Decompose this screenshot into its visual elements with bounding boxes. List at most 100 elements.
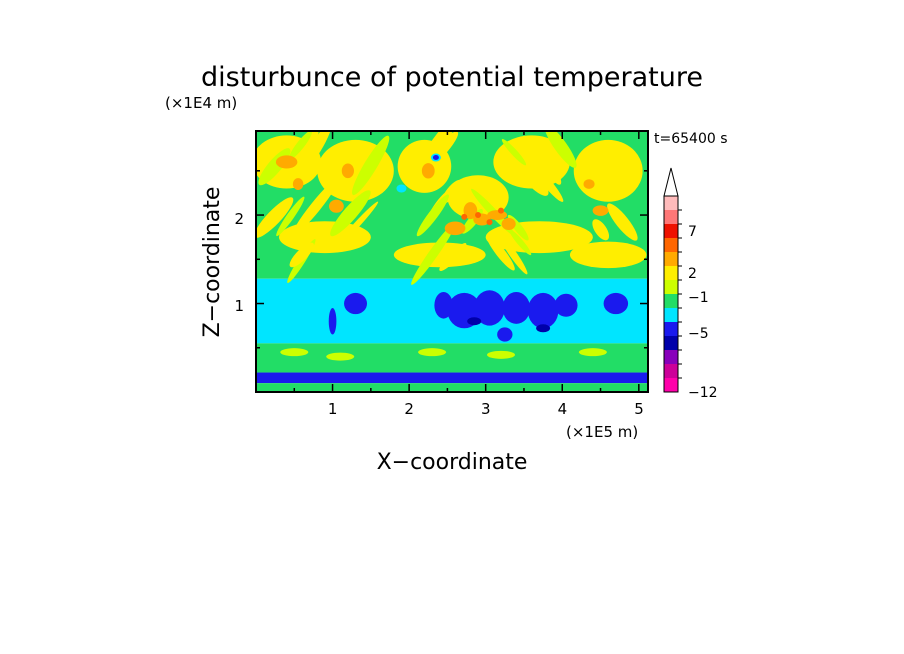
colorbar-bin [664, 322, 678, 336]
cool-spot [432, 155, 439, 161]
colorbar [663, 167, 682, 393]
colorbar-bin [664, 364, 678, 378]
cool-core [467, 317, 482, 326]
colorbar-extend-arrow [663, 167, 679, 197]
wave-streak [419, 131, 459, 173]
warm-blob [341, 163, 354, 179]
cool-patch [603, 292, 629, 315]
colorbar-bin [664, 378, 678, 392]
axis-ticks [256, 131, 648, 392]
colorbar-label-7: 7 [688, 224, 697, 240]
cool-core [536, 324, 551, 333]
y-tick-label-1: 1 [234, 297, 244, 315]
contour-field [256, 131, 648, 392]
colorbar-bin [664, 252, 678, 266]
x-axis-unit: (×1E5 m) [566, 423, 638, 441]
warm-region [569, 241, 647, 269]
plot-frame [255, 130, 649, 393]
cool-patch [344, 292, 368, 315]
colorbar-bin [664, 224, 678, 238]
warm-spot [578, 348, 607, 357]
x-tick-label-5: 5 [634, 400, 644, 418]
colorbar-bin [664, 238, 678, 252]
warm-blob [463, 202, 478, 220]
chart-title: disturbunce of potential temperature [201, 62, 703, 93]
warm-core [486, 219, 493, 226]
wave-streak [498, 233, 528, 275]
warm-blob [275, 155, 298, 169]
wave-streak [501, 138, 527, 166]
warm-blob [583, 179, 595, 189]
wave-streak [607, 203, 638, 241]
contour-layer [256, 372, 648, 384]
colorbar-label-neg5: −5 [688, 326, 709, 342]
warm-blob [292, 178, 304, 191]
warm-spot [280, 348, 309, 357]
colorbar-label-2: 2 [688, 266, 697, 282]
wave-streak [352, 135, 390, 196]
warm-blob [444, 221, 466, 236]
colorbar-label-neg1: −1 [688, 290, 709, 306]
wave-streak [533, 141, 562, 185]
wave-streak [289, 242, 314, 268]
cool-spot [396, 184, 407, 193]
warm-core [475, 212, 482, 219]
wave-streak [416, 194, 449, 237]
wave-streak [333, 201, 379, 250]
cool-patch [502, 292, 531, 324]
x-tick-label-4: 4 [558, 400, 568, 418]
wave-streak [276, 196, 305, 237]
wave-streak [528, 161, 564, 202]
wave-streak [256, 197, 294, 238]
y-tick-label-2: 2 [234, 210, 244, 228]
wave-streak [411, 223, 456, 285]
colorbar-bin [664, 196, 678, 210]
warm-region [573, 139, 643, 202]
x-tick-label-1: 1 [328, 400, 338, 418]
contour-layer [256, 343, 648, 373]
colorbar-bin [664, 294, 678, 308]
colorbar-bin [664, 350, 678, 364]
wave-streak [289, 131, 313, 160]
cool-patch [328, 307, 337, 335]
wave-streak [521, 167, 549, 196]
colorbar-bin [664, 210, 678, 224]
wave-streak [544, 131, 577, 168]
warm-core [498, 207, 504, 214]
y-axis-unit: (×1E4 m) [165, 94, 237, 112]
time-label: t=65400 s [654, 131, 728, 147]
contour-layer [256, 383, 648, 392]
wave-streak [417, 131, 462, 168]
x-tick-label-3: 3 [481, 400, 491, 418]
colorbar-bin [664, 336, 678, 350]
warm-region [485, 221, 593, 254]
wave-streak [439, 243, 467, 272]
colorbar-bin [664, 266, 678, 280]
cool-patch [497, 327, 513, 342]
cool-patch [474, 290, 505, 326]
warm-spot [326, 352, 355, 361]
wave-streak [508, 229, 532, 256]
y-axis-label: Z−coordinate [200, 187, 225, 338]
x-axis-label: X−coordinate [377, 450, 528, 475]
warm-blob [501, 217, 516, 230]
x-tick-label-2: 2 [404, 400, 414, 418]
warm-blob [592, 205, 609, 216]
warm-spot [487, 350, 515, 359]
warm-blob [421, 163, 435, 179]
warm-blob [328, 199, 344, 213]
warm-spot [418, 348, 447, 357]
wave-streak [592, 219, 610, 241]
warm-blob [487, 210, 508, 220]
colorbar-bin [664, 308, 678, 322]
warm-core [461, 213, 468, 220]
wave-streak [330, 190, 371, 237]
cool-patch [554, 293, 578, 317]
colorbar-label-neg12: −12 [688, 385, 718, 401]
colorbar-bin [664, 280, 678, 294]
wave-streak [292, 177, 340, 236]
cool-patch [527, 292, 559, 329]
wave-streak [486, 234, 515, 271]
wave-streak [299, 131, 332, 174]
